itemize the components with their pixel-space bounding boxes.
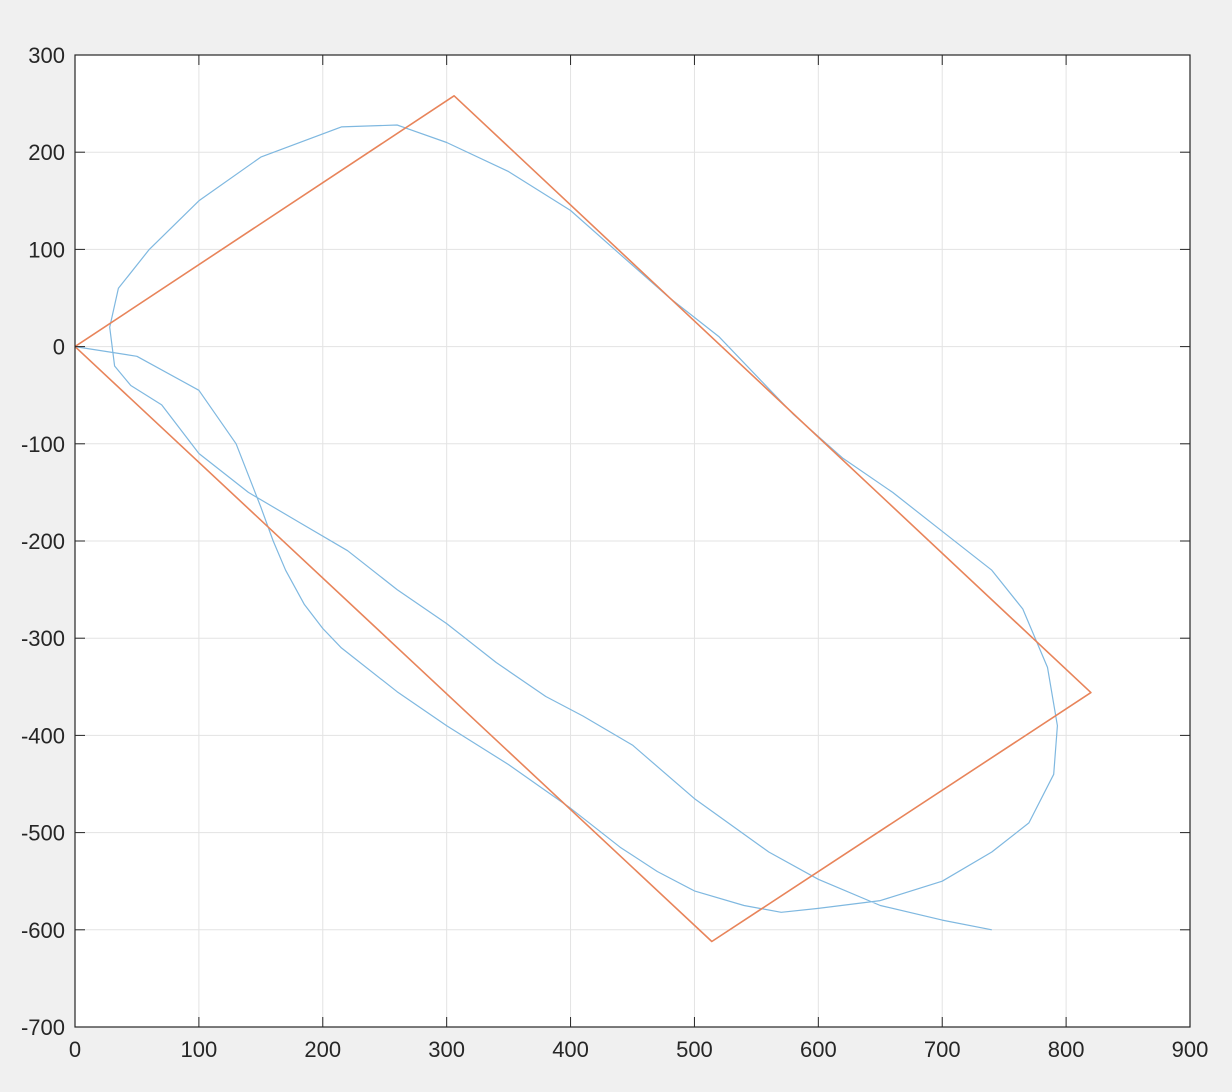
x-tick-label: 600 (800, 1037, 837, 1062)
y-tick-label: -200 (21, 529, 65, 554)
y-tick-label: -400 (21, 723, 65, 748)
x-tick-label: 700 (924, 1037, 961, 1062)
x-tick-label: 0 (69, 1037, 81, 1062)
y-tick-label: 0 (53, 335, 65, 360)
series-line-1 (74, 124, 1059, 931)
y-tick-label: 300 (28, 43, 65, 68)
y-tick-label: -500 (21, 821, 65, 846)
series-line-2 (74, 95, 1092, 943)
x-tick-label: 800 (1048, 1037, 1085, 1062)
y-tick-label: 100 (28, 237, 65, 262)
x-tick-label: 300 (428, 1037, 465, 1062)
x-tick-label: 200 (304, 1037, 341, 1062)
y-tick-labels: 300 200 100 0 -100 -200 -300 -400 -500 -600 -700 (21, 43, 65, 1040)
y-tick-label: -300 (21, 626, 65, 651)
x-tick-label: 100 (181, 1037, 218, 1062)
x-tick-labels: 0 100 200 300 400 500 600 700 800 900 (69, 1037, 1208, 1062)
y-tick-label: -100 (21, 432, 65, 457)
ticks (74, 54, 1191, 1028)
y-tick-label: 200 (28, 140, 65, 165)
y-tick-label: -700 (21, 1015, 65, 1040)
x-tick-label: 400 (552, 1037, 589, 1062)
x-tick-label: 500 (676, 1037, 713, 1062)
x-tick-label: 900 (1172, 1037, 1209, 1062)
series-layer (74, 95, 1092, 943)
y-tick-label: -600 (21, 918, 65, 943)
